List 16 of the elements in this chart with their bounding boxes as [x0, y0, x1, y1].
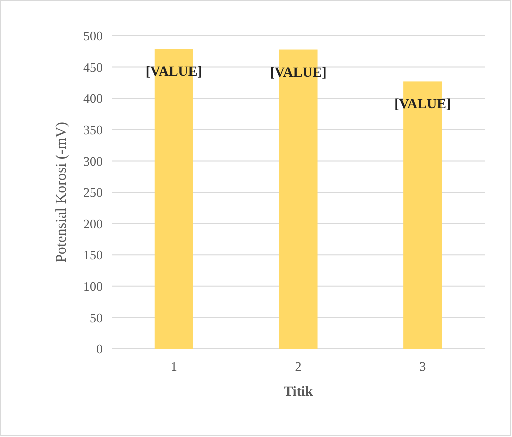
- y-tick-label: 200: [84, 216, 103, 232]
- x-tick-label: 3: [420, 359, 426, 374]
- y-tick-label: 300: [84, 154, 103, 169]
- y-tick-label: 100: [84, 278, 103, 294]
- y-tick-label: 400: [84, 91, 103, 106]
- y-tick-label: 0: [96, 342, 103, 357]
- y-axis-title: Potensial Korosi (-mV): [54, 122, 70, 263]
- y-tick-label: 150: [84, 248, 103, 263]
- x-tick-label: 1: [170, 359, 178, 374]
- y-tick-label: 450: [84, 60, 103, 75]
- x-axis-title: Titik: [284, 385, 314, 400]
- y-tick-label: 350: [84, 122, 103, 138]
- y-tick-label: 250: [84, 185, 103, 200]
- y-tick-label: 50: [90, 310, 103, 326]
- y-tick-label: 500: [84, 28, 103, 44]
- x-tick-label: 2: [295, 359, 302, 374]
